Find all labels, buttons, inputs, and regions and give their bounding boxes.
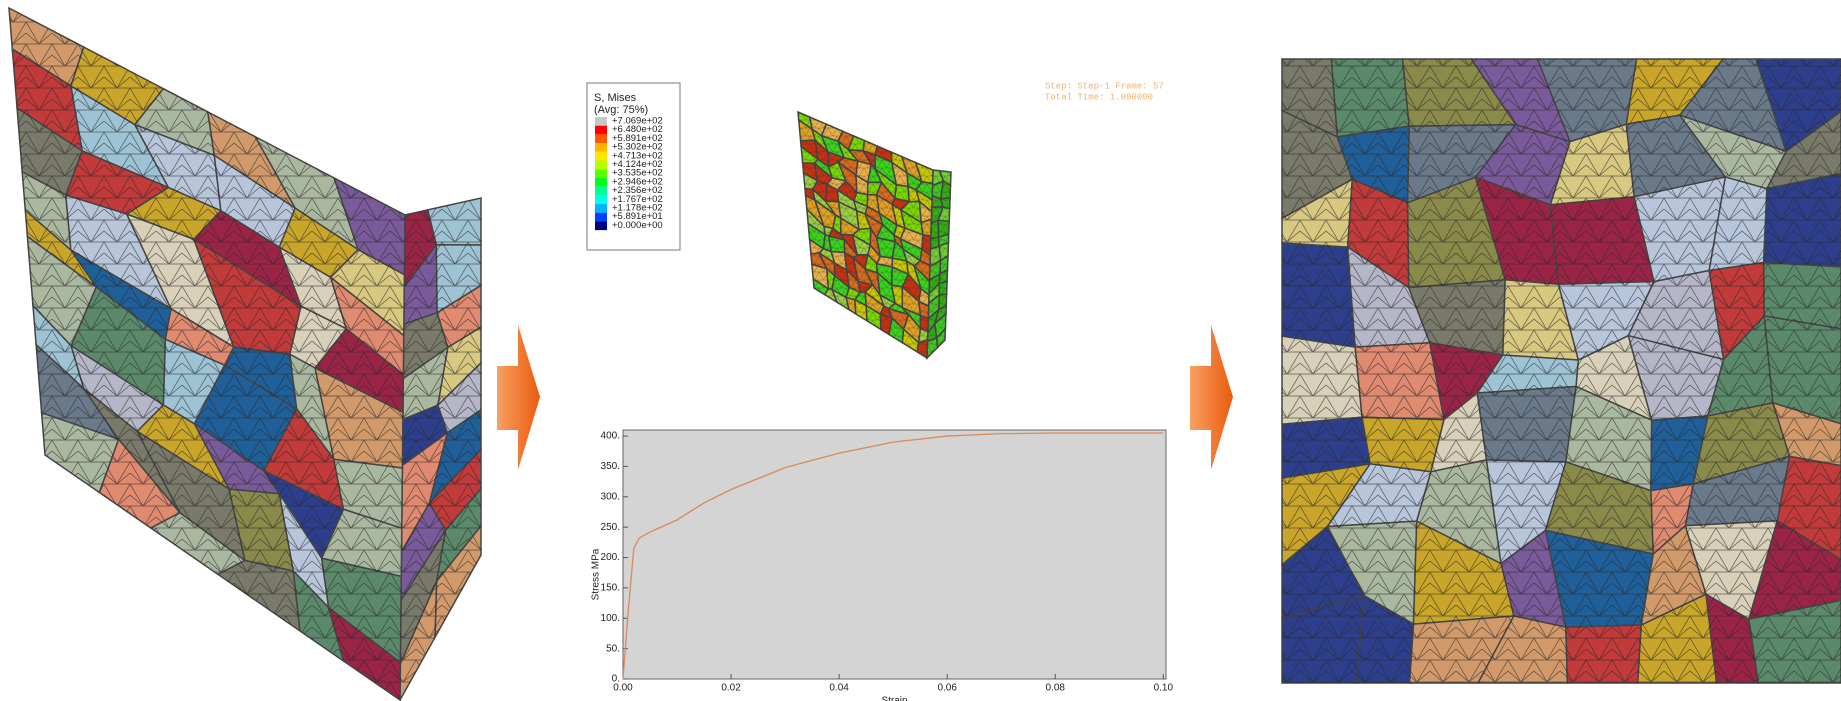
legend-swatch bbox=[595, 126, 607, 135]
legend-label: +0.000e+00 bbox=[612, 220, 663, 231]
y-tick-label: 100. bbox=[601, 613, 620, 624]
x-tick-label: 0.04 bbox=[829, 683, 849, 694]
legend-swatch bbox=[595, 195, 607, 204]
legend-swatch bbox=[595, 152, 607, 161]
mesh-lines bbox=[1282, 59, 1841, 683]
plot-area bbox=[623, 430, 1166, 679]
x-tick-label: 0.08 bbox=[1046, 683, 1066, 694]
y-tick-label: 200. bbox=[601, 552, 620, 563]
x-tick-label: 0.10 bbox=[1154, 683, 1174, 694]
y-tick-label: 300. bbox=[601, 491, 620, 502]
y-tick-label: 250. bbox=[601, 522, 620, 533]
mesh-lines bbox=[400, 198, 481, 700]
y-axis-label: Stress MPa bbox=[591, 548, 602, 600]
y-tick-label: 400. bbox=[601, 431, 620, 442]
mesh-lines bbox=[798, 112, 933, 358]
legend: +7.069e+02+6.480e+02+5.891e+02+5.302e+02… bbox=[595, 116, 663, 231]
y-tick-label: 150. bbox=[601, 583, 620, 594]
x-axis-label: Strain bbox=[881, 696, 907, 701]
legend-swatch bbox=[595, 117, 607, 126]
y-tick-label: 350. bbox=[601, 461, 620, 472]
legend-swatch bbox=[595, 178, 607, 187]
y-tick-label: 50. bbox=[606, 643, 620, 654]
mesh-lines bbox=[9, 8, 405, 700]
page: S, Mises (Avg: 75%) +7.069e+02+6.480e+02… bbox=[0, 0, 1841, 701]
legend-subtitle: (Avg: 75%) bbox=[594, 104, 648, 116]
left-mesh bbox=[9, 8, 481, 700]
legend-swatch bbox=[595, 221, 607, 230]
legend-swatch bbox=[595, 161, 607, 170]
step-info: Step: Step-1 Frame: 57 bbox=[1045, 81, 1164, 91]
right-mesh bbox=[1282, 59, 1841, 683]
legend-swatch bbox=[595, 143, 607, 152]
x-tick-label: 0.06 bbox=[937, 683, 957, 694]
legend-swatch bbox=[595, 134, 607, 143]
contour-mesh bbox=[798, 112, 951, 358]
legend-title: S, Mises bbox=[594, 92, 637, 104]
legend-swatch bbox=[595, 169, 607, 178]
step-info: Total Time: 1.000000 bbox=[1045, 92, 1153, 102]
x-tick-label: 0.00 bbox=[613, 683, 633, 694]
legend-swatch bbox=[595, 213, 607, 222]
arrow bbox=[1190, 325, 1233, 470]
figure: S, Mises (Avg: 75%) +7.069e+02+6.480e+02… bbox=[0, 0, 1841, 701]
x-tick-label: 0.02 bbox=[721, 683, 741, 694]
legend-swatch bbox=[595, 204, 607, 213]
arrow bbox=[497, 325, 540, 470]
legend-swatch bbox=[595, 187, 607, 196]
